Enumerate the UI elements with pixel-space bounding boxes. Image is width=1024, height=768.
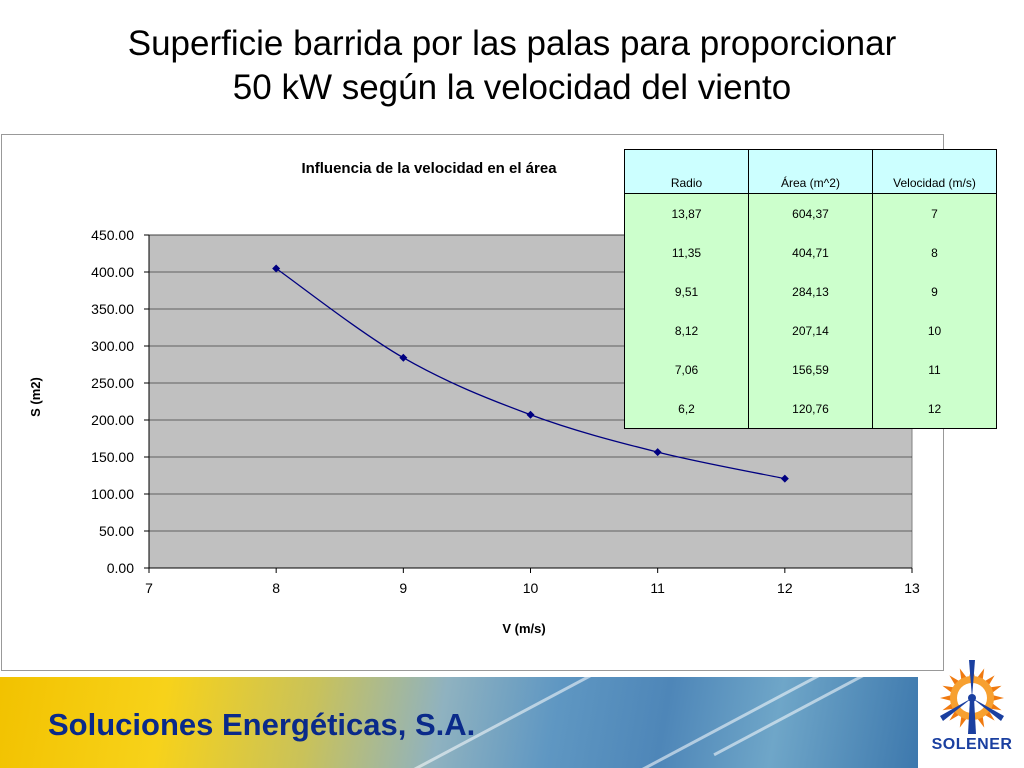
table-cell: 9 (872, 272, 997, 311)
table-cell: 12 (872, 389, 997, 429)
data-table: Radio Área (m^2) Velocidad (m/s) 13,87 6… (624, 149, 997, 429)
decorative-streak (576, 677, 844, 768)
table-row: 7,06 156,59 11 (624, 350, 997, 389)
table-cell: 284,13 (748, 272, 873, 311)
sun-turbine-icon (940, 660, 1004, 734)
y-tick-label: 50.00 (99, 523, 134, 539)
y-tick-label: 200.00 (91, 412, 134, 428)
table-cell: 604,37 (748, 193, 873, 233)
x-axis-label: V (m/s) (502, 621, 545, 636)
slide-title-line-2: 50 kW según la velocidad del viento (232, 68, 792, 107)
x-tick-label: 10 (523, 580, 539, 596)
y-tick-label: 350.00 (91, 301, 134, 317)
header-velocidad: Velocidad (m/s) (872, 149, 997, 194)
table-cell: 7 (872, 193, 997, 233)
logo-text: SOLENER (931, 736, 1013, 753)
table-cell: 11 (872, 350, 997, 389)
sun-ray (940, 694, 953, 702)
table-cell: 10 (872, 311, 997, 350)
data-point (653, 448, 662, 457)
data-point (399, 353, 408, 362)
y-tick-label: 0.00 (107, 560, 134, 576)
footer-band: Soluciones Energéticas, S.A. (0, 677, 918, 768)
table-cell: 13,87 (624, 193, 749, 233)
table-cell: 6,2 (624, 389, 749, 429)
data-point (272, 264, 281, 273)
table-row: 9,51 284,13 9 (624, 272, 997, 311)
y-tick-label: 150.00 (91, 449, 134, 465)
table-cell: 11,35 (624, 233, 749, 272)
x-tick-label: 7 (145, 580, 153, 596)
company-name: Soluciones Energéticas, S.A. (48, 707, 476, 742)
x-tick-label: 9 (399, 580, 407, 596)
table-cell: 156,59 (748, 350, 873, 389)
y-tick-label: 400.00 (91, 264, 134, 280)
table-cell: 9,51 (624, 272, 749, 311)
table-cell: 7,06 (624, 350, 749, 389)
table-row: 8,12 207,14 10 (624, 311, 997, 350)
y-tick-label: 450.00 (91, 227, 134, 243)
y-tick-label: 100.00 (91, 486, 134, 502)
slide-title-line-1: Superficie barrida por las palas para pr… (127, 24, 897, 63)
data-point (526, 410, 535, 419)
table-cell: 8,12 (624, 311, 749, 350)
header-area: Área (m^2) (748, 149, 873, 194)
table-cell: 207,14 (748, 311, 873, 350)
y-tick-label: 300.00 (91, 338, 134, 354)
y-tick-label: 250.00 (91, 375, 134, 391)
x-tick-label: 11 (650, 580, 665, 596)
table-row: 11,35 404,71 8 (624, 233, 997, 272)
x-tick-label: 8 (272, 580, 280, 596)
solener-logo: SOLENER (922, 652, 1022, 766)
sun-ray (991, 694, 1004, 702)
table-cell: 8 (872, 233, 997, 272)
table-header-row: Radio Área (m^2) Velocidad (m/s) (624, 149, 997, 194)
table-row: 13,87 604,37 7 (624, 193, 997, 233)
slide-title: Superficie barrida por las palas para pr… (0, 22, 1024, 110)
y-axis-label: S (m2) (28, 377, 43, 417)
x-tick-label: 13 (904, 580, 920, 596)
data-point (780, 474, 789, 483)
table-cell: 120,76 (748, 389, 873, 429)
table-cell: 404,71 (748, 233, 873, 272)
table-row: 6,2 120,76 12 (624, 389, 997, 429)
x-tick-label: 12 (777, 580, 793, 596)
header-radio: Radio (624, 149, 749, 194)
chart-title: Influencia de la velocidad en el área (301, 160, 557, 177)
